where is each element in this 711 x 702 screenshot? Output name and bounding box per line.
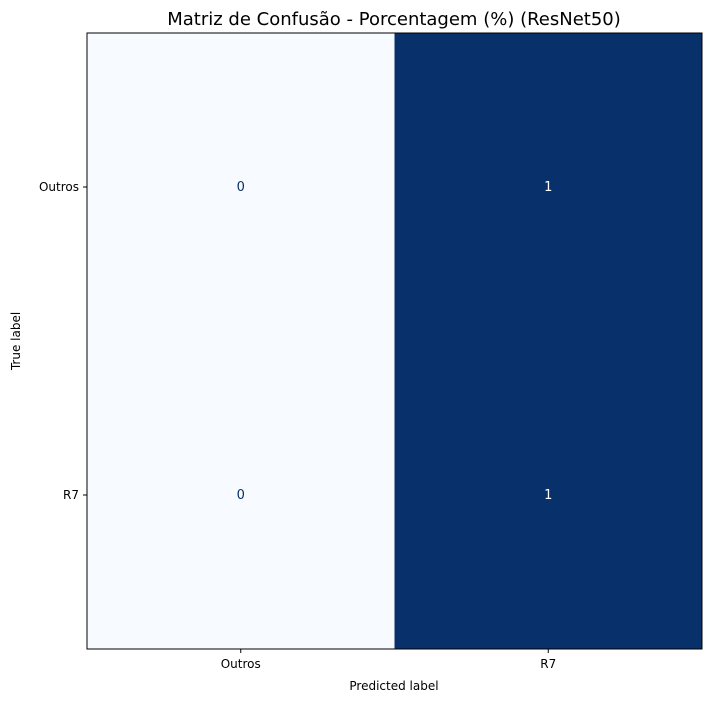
y-tick-label: Outros <box>39 180 79 194</box>
heatmap-cell <box>394 33 702 341</box>
x-tick-label: R7 <box>540 657 556 671</box>
x-axis-ticks: Outros R7 <box>221 649 556 671</box>
cell-value-labels: 0 1 0 1 <box>237 180 553 503</box>
cell-value-label: 1 <box>544 180 552 195</box>
heatmap-cell <box>87 33 395 341</box>
cell-value-label: 0 <box>237 180 245 195</box>
heatmap-cell <box>87 341 395 649</box>
cell-value-label: 1 <box>544 488 552 503</box>
plot-frame <box>86 32 703 650</box>
x-axis-label: Predicted label <box>349 679 438 693</box>
y-axis-ticks: Outros R7 <box>39 180 87 502</box>
cell-value-label: 0 <box>237 488 245 503</box>
y-tick-label: R7 <box>63 488 79 502</box>
heatmap-cells <box>87 33 702 649</box>
x-tick-label: Outros <box>221 657 261 671</box>
y-axis-label: True label <box>9 312 23 371</box>
heatmap-cell <box>394 341 702 649</box>
chart-title: Matriz de Confusão - Porcentagem (%) (Re… <box>167 9 621 30</box>
